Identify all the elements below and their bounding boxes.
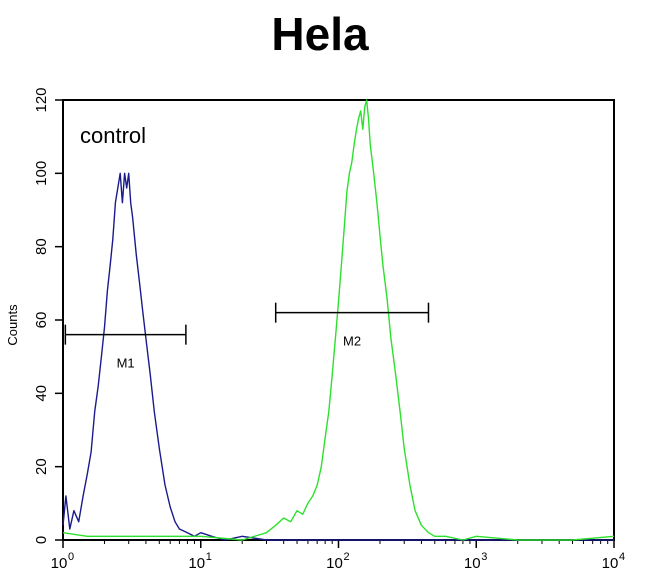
- x-tick-exponent: 1: [206, 551, 212, 563]
- x-tick-label: 10: [51, 555, 68, 572]
- y-tick-label: 0: [33, 536, 50, 544]
- x-axis-ticks: 10 0 10 1 10 2 10 3 10 4: [51, 540, 625, 572]
- y-tick-label: 120: [33, 87, 50, 112]
- x-tick-exponent: 2: [344, 551, 350, 563]
- y-tick-label: 80: [33, 238, 50, 255]
- y-tick-label: 20: [33, 458, 50, 475]
- x-tick-label: 10: [464, 555, 481, 572]
- x-tick-label: 10: [602, 555, 619, 572]
- series-line-1: [62, 172, 614, 541]
- x-tick-exponent: 4: [619, 551, 625, 563]
- x-tick-label: 10: [326, 555, 343, 572]
- x-tick-exponent: 0: [68, 551, 74, 563]
- control-annotation: control: [80, 123, 146, 148]
- y-axis-label: Counts: [5, 304, 20, 346]
- x-tick-exponent: 3: [481, 551, 487, 563]
- series-line-2: [62, 99, 615, 541]
- gates-layer: M1 M2: [64, 302, 430, 371]
- y-tick-label: 40: [33, 385, 50, 402]
- x-tick-label: 10: [188, 555, 205, 572]
- gate-label: M2: [343, 334, 361, 349]
- y-tick-label: 60: [33, 312, 50, 329]
- y-tick-label: 100: [33, 161, 50, 186]
- plot-frame: [62, 99, 615, 541]
- series-layer: [62, 99, 615, 541]
- y-axis-ticks: 0 20 40 60 80 100 120: [33, 87, 63, 544]
- gate-label: M1: [117, 356, 135, 371]
- chart-title: Hela: [271, 8, 369, 60]
